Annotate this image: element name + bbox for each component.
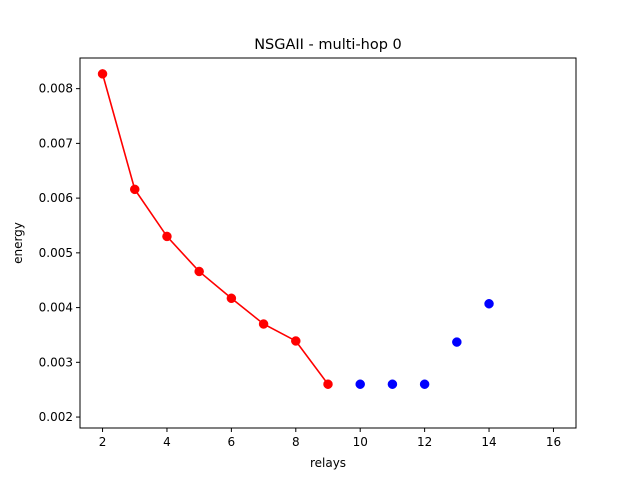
data-point <box>484 299 494 309</box>
data-point <box>194 266 204 277</box>
series-0 <box>97 69 333 389</box>
data-point <box>387 379 398 389</box>
data-point <box>355 379 365 389</box>
plot-area <box>97 69 494 389</box>
y-tick-label: 0.005 <box>39 246 73 260</box>
y-tick-label: 0.003 <box>39 355 73 369</box>
x-tick-label: 8 <box>292 435 300 449</box>
data-point <box>323 379 333 389</box>
y-tick-label: 0.007 <box>39 136 73 150</box>
y-axis-label: energy <box>11 222 25 264</box>
x-axis-label: relays <box>310 456 346 470</box>
data-point <box>258 319 269 329</box>
chart-title: NSGAII - multi-hop 0 <box>254 37 402 53</box>
data-point <box>291 336 301 346</box>
series-line <box>101 73 329 385</box>
data-point <box>162 231 172 242</box>
data-point <box>419 379 430 389</box>
x-tick-label: 12 <box>417 435 432 449</box>
data-point <box>130 184 140 195</box>
y-tick-label: 0.006 <box>39 191 73 205</box>
x-tick-label: 10 <box>353 435 368 449</box>
x-tick-label: 14 <box>481 435 496 449</box>
y-tick-label: 0.008 <box>39 82 73 96</box>
x-tick-label: 4 <box>163 435 171 449</box>
y-axis: 0.002 0.003 0.004 0.005 0.006 0.007 0.008 <box>39 82 80 424</box>
data-point <box>226 293 237 304</box>
data-point <box>452 337 462 347</box>
x-tick-label: 16 <box>546 435 561 449</box>
series-1 <box>355 299 494 389</box>
y-tick-label: 0.004 <box>39 301 73 315</box>
x-axis: 2 4 6 8 10 12 14 16 <box>99 428 561 449</box>
axes-frame <box>79 57 577 429</box>
y-tick-label: 0.002 <box>39 410 73 424</box>
data-point <box>97 69 108 79</box>
x-tick-label: 6 <box>228 435 236 449</box>
x-tick-label: 2 <box>99 435 107 449</box>
